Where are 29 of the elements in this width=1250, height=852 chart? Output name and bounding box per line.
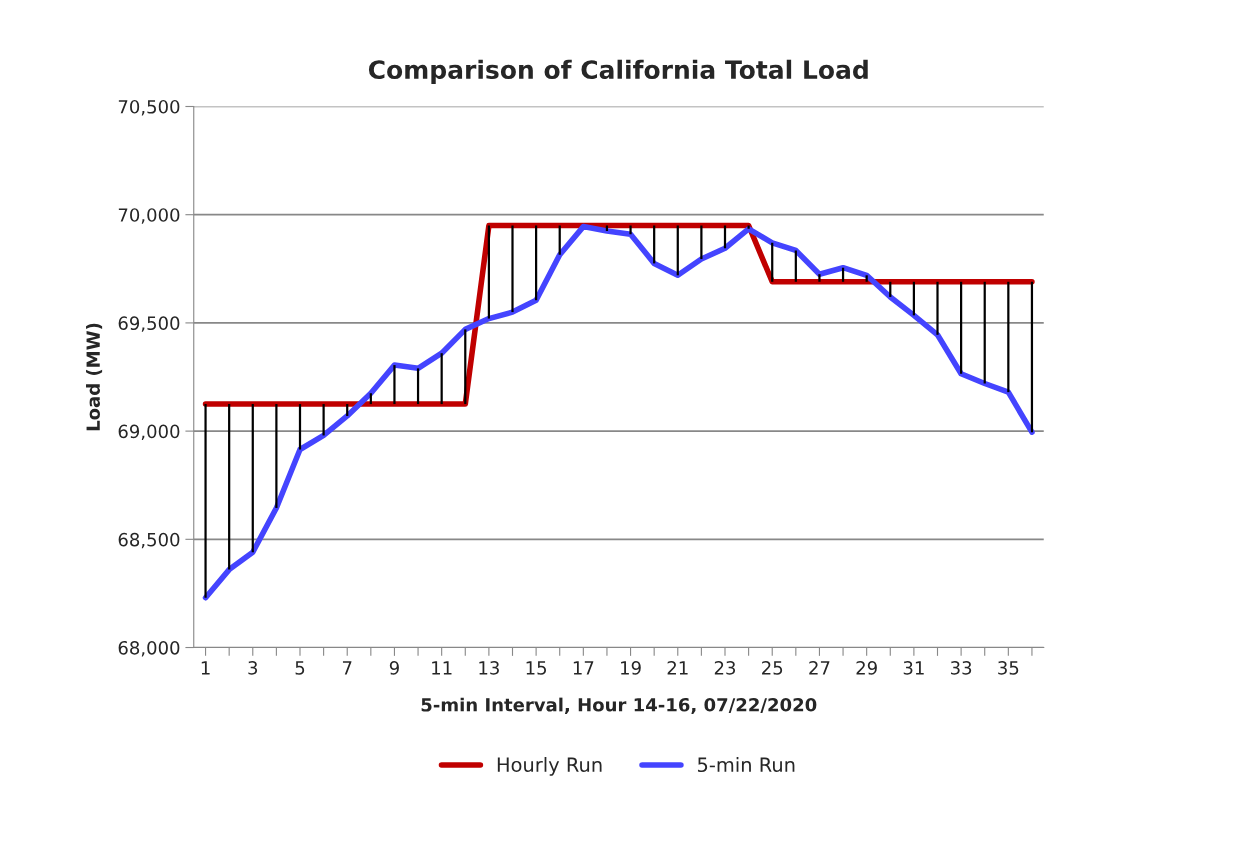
x-tick-label: 5	[295, 661, 305, 675]
x-tick-label: 13	[479, 661, 499, 675]
x-tick-label: 15	[526, 661, 547, 675]
x-tick-label: 7	[342, 661, 352, 675]
x-tick-label: 27	[809, 661, 830, 675]
x-tick-label: 17	[573, 661, 594, 675]
y-axis-title: Load (MW)	[86, 323, 103, 431]
x-tick-label: 25	[762, 661, 783, 675]
x-tick-label: 1	[201, 661, 210, 675]
x-tick-label: 23	[714, 661, 736, 675]
y-tick-label: 69,000	[118, 424, 180, 441]
x-tick-label: 19	[621, 661, 641, 675]
x-tick-label: 35	[998, 661, 1019, 675]
x-tick-label: 11	[432, 661, 452, 675]
legend-label: 5-min Run	[697, 756, 795, 773]
x-tick-label: 3	[248, 661, 258, 675]
y-tick-label: 68,500	[118, 532, 180, 549]
legend-label: Hourly Run	[497, 756, 602, 776]
x-tick-label: 9	[389, 661, 399, 675]
x-tick-label: 31	[903, 661, 924, 675]
y-tick-label: 70,500	[118, 99, 180, 116]
x-tick-label: 33	[951, 661, 972, 675]
y-tick-label: 69,500	[118, 316, 180, 332]
x-tick-label: 29	[856, 661, 877, 675]
x-axis-title: 5-min Interval, Hour 14-16, 07/22/2020	[421, 697, 817, 714]
y-tick-label: 70,000	[118, 208, 180, 224]
chart-title: Comparison of California Total Load	[368, 59, 868, 84]
y-tick-label: 68,000	[118, 640, 180, 657]
x-tick-label: 21	[667, 661, 688, 675]
